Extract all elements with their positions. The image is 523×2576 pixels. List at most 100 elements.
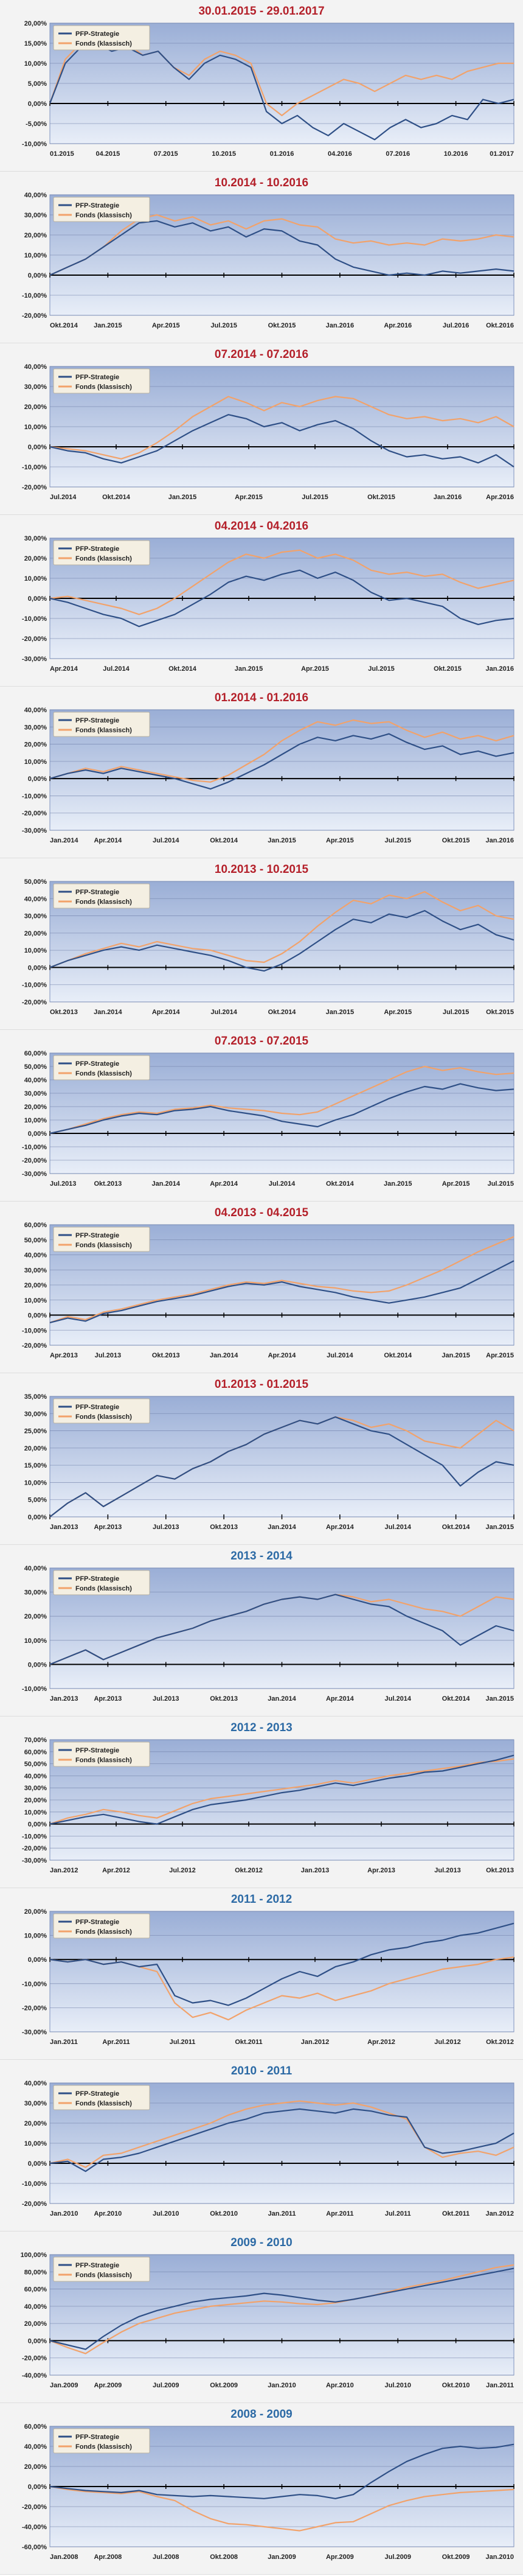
x-tick-label: Jul.2015 xyxy=(443,1009,469,1016)
y-tick-label: -5,00% xyxy=(26,121,47,128)
series-line-fonds xyxy=(49,549,514,615)
chart-title: 07.2014 - 07.2016 xyxy=(214,348,309,361)
chart-panel: 2010 - 2011 -20,00% -10,00% 0,00% 10,00% 20,0… xyxy=(0,2060,523,2231)
series-line-pfp xyxy=(49,220,514,276)
y-tick-label: 80,00% xyxy=(24,2269,47,2276)
x-tick-label: Apr.2014 xyxy=(326,1695,355,1703)
x-tick-label: Apr.2015 xyxy=(301,665,329,673)
x-tick-label: Apr.2013 xyxy=(94,1695,122,1703)
legend-label: PFP-Strategie xyxy=(75,2262,119,2269)
chart-title: 30.01.2015 - 29.01.2017 xyxy=(198,5,325,18)
y-tick-label: 20,00% xyxy=(24,232,47,239)
y-tick-label: 30,00% xyxy=(24,1090,47,1097)
legend-box xyxy=(53,1570,150,1595)
x-tick-label: Okt.2014 xyxy=(442,1695,471,1703)
y-tick-label: 60,00% xyxy=(24,2423,47,2431)
chart-svg: -30,00% -20,00% -10,00% 0,00% 10,00% 20,00% Ja… xyxy=(22,1908,514,2046)
x-tick-label: Okt.2012 xyxy=(486,2039,514,2046)
x-tick-label: Jul.2013 xyxy=(95,1352,121,1359)
chart-svg: -30,00% -20,00% -10,00% 0,00% 10,00% 20,00% 30… xyxy=(22,535,514,673)
y-tick-label: -10,00% xyxy=(22,141,47,148)
y-tick-label: -10,00% xyxy=(22,2180,47,2188)
y-tick-label: 0,00% xyxy=(28,1312,47,1320)
x-tick-label: Jan.2014 xyxy=(94,1009,122,1016)
chart-title: 04.2013 - 04.2015 xyxy=(214,1206,309,1219)
y-tick-label: 40,00% xyxy=(24,363,47,371)
legend-box xyxy=(53,368,150,394)
y-tick-label: 0,00% xyxy=(28,100,47,108)
y-tick-label: -20,00% xyxy=(22,1157,47,1164)
legend-label: PFP-Strategie xyxy=(75,1575,119,1583)
x-tick-label: Okt.2014 xyxy=(210,837,238,844)
y-tick-label: 35,00% xyxy=(24,1393,47,1401)
y-tick-label: 0,00% xyxy=(28,775,47,783)
legend-box xyxy=(53,883,150,909)
legend-box xyxy=(53,197,150,222)
x-tick-label: Jan.2011 xyxy=(50,2039,78,2046)
legend-label: PFP-Strategie xyxy=(75,30,119,38)
legend-box xyxy=(53,1398,150,1424)
x-tick-label: Okt.2013 xyxy=(94,1180,122,1188)
legend-box xyxy=(53,1913,150,1939)
x-tick-label: Apr.2015 xyxy=(152,322,180,329)
y-tick-label: -30,00% xyxy=(22,2029,47,2036)
chart-title: 2011 - 2012 xyxy=(230,1893,293,1906)
x-tick-label: Apr.2014 xyxy=(268,1352,297,1359)
y-tick-label: 10,00% xyxy=(24,1297,47,1304)
x-tick-label: Jan.2012 xyxy=(486,2210,514,2217)
x-tick-label: Apr.2015 xyxy=(235,494,263,501)
x-tick-label: Okt.2014 xyxy=(102,494,131,501)
y-tick-label: 25,00% xyxy=(24,1428,47,1435)
x-tick-label: Okt.2014 xyxy=(50,322,78,329)
y-tick-label: 20,00% xyxy=(24,2463,47,2471)
x-tick-label: Jan.2015 xyxy=(268,837,296,844)
y-tick-label: 60,00% xyxy=(24,1050,47,1057)
y-tick-label: 30,00% xyxy=(24,1267,47,1274)
y-tick-label: 20,00% xyxy=(24,2120,47,2127)
x-tick-label: Jul.2014 xyxy=(210,1009,237,1016)
series-line-fonds xyxy=(49,1758,514,1825)
y-tick-label: 40,00% xyxy=(24,2443,47,2451)
x-tick-label: Okt.2013 xyxy=(50,1009,78,1016)
chart-title: 2008 - 2009 xyxy=(230,2408,293,2421)
x-tick-label: Jul.2012 xyxy=(169,1867,195,1874)
x-tick-label: Okt.2013 xyxy=(486,1867,514,1874)
legend-label: Fonds (klassisch) xyxy=(75,727,132,734)
y-tick-label: 20,00% xyxy=(24,20,47,27)
chart-panel: 04.2013 - 04.2015 -20,00% -10,00% 0,00% 10,0… xyxy=(0,1202,523,1373)
chart-panel: 30.01.2015 - 29.01.2017 -10,00% -5,00% 0,00… xyxy=(0,0,523,172)
chart-title: 10.2013 - 10.2015 xyxy=(214,863,309,876)
y-tick-label: 10,00% xyxy=(24,60,47,68)
y-tick-label: -20,00% xyxy=(22,1342,47,1349)
y-tick-label: 20,00% xyxy=(24,404,47,411)
y-tick-label: 40,00% xyxy=(24,895,47,903)
x-tick-label: Okt.2014 xyxy=(384,1352,412,1359)
x-tick-label: Jan.2011 xyxy=(268,2210,296,2217)
x-tick-label: 10.2015 xyxy=(212,150,236,158)
series-line-pfp xyxy=(49,2108,514,2172)
legend-box xyxy=(53,25,150,51)
legend-label: PFP-Strategie xyxy=(75,1060,119,1068)
x-tick-label: Apr.2008 xyxy=(94,2553,122,2561)
x-tick-label: Apr.2009 xyxy=(94,2382,122,2389)
x-tick-label: Okt.2013 xyxy=(152,1352,180,1359)
series-line-pfp xyxy=(49,733,514,790)
x-tick-label: Apr.2013 xyxy=(367,1867,395,1874)
x-tick-label: Jan.2013 xyxy=(301,1867,329,1874)
y-tick-label: 15,00% xyxy=(24,40,47,47)
legend-label: Fonds (klassisch) xyxy=(75,1413,132,1421)
x-tick-label: Jul.2015 xyxy=(368,665,394,673)
x-tick-label: Okt.2013 xyxy=(210,1524,238,1531)
x-tick-label: Jul.2014 xyxy=(153,837,179,844)
series-line-pfp xyxy=(49,910,514,972)
x-tick-label: Apr.2015 xyxy=(486,1352,514,1359)
chart-title: 04.2014 - 04.2016 xyxy=(214,520,309,533)
x-tick-label: Apr.2014 xyxy=(94,837,122,844)
y-tick-label: -20,00% xyxy=(22,2355,47,2362)
y-tick-label: 0,00% xyxy=(28,1821,47,1829)
legend-label: Fonds (klassisch) xyxy=(75,1757,132,1764)
y-tick-label: 50,00% xyxy=(24,1063,47,1071)
chart-title: 01.2013 - 01.2015 xyxy=(214,1378,309,1391)
x-tick-label: Okt.2015 xyxy=(434,665,462,673)
chart-panel: 10.2013 - 10.2015 -20,00% -10,00% 0,00% 10,0… xyxy=(0,858,523,1030)
